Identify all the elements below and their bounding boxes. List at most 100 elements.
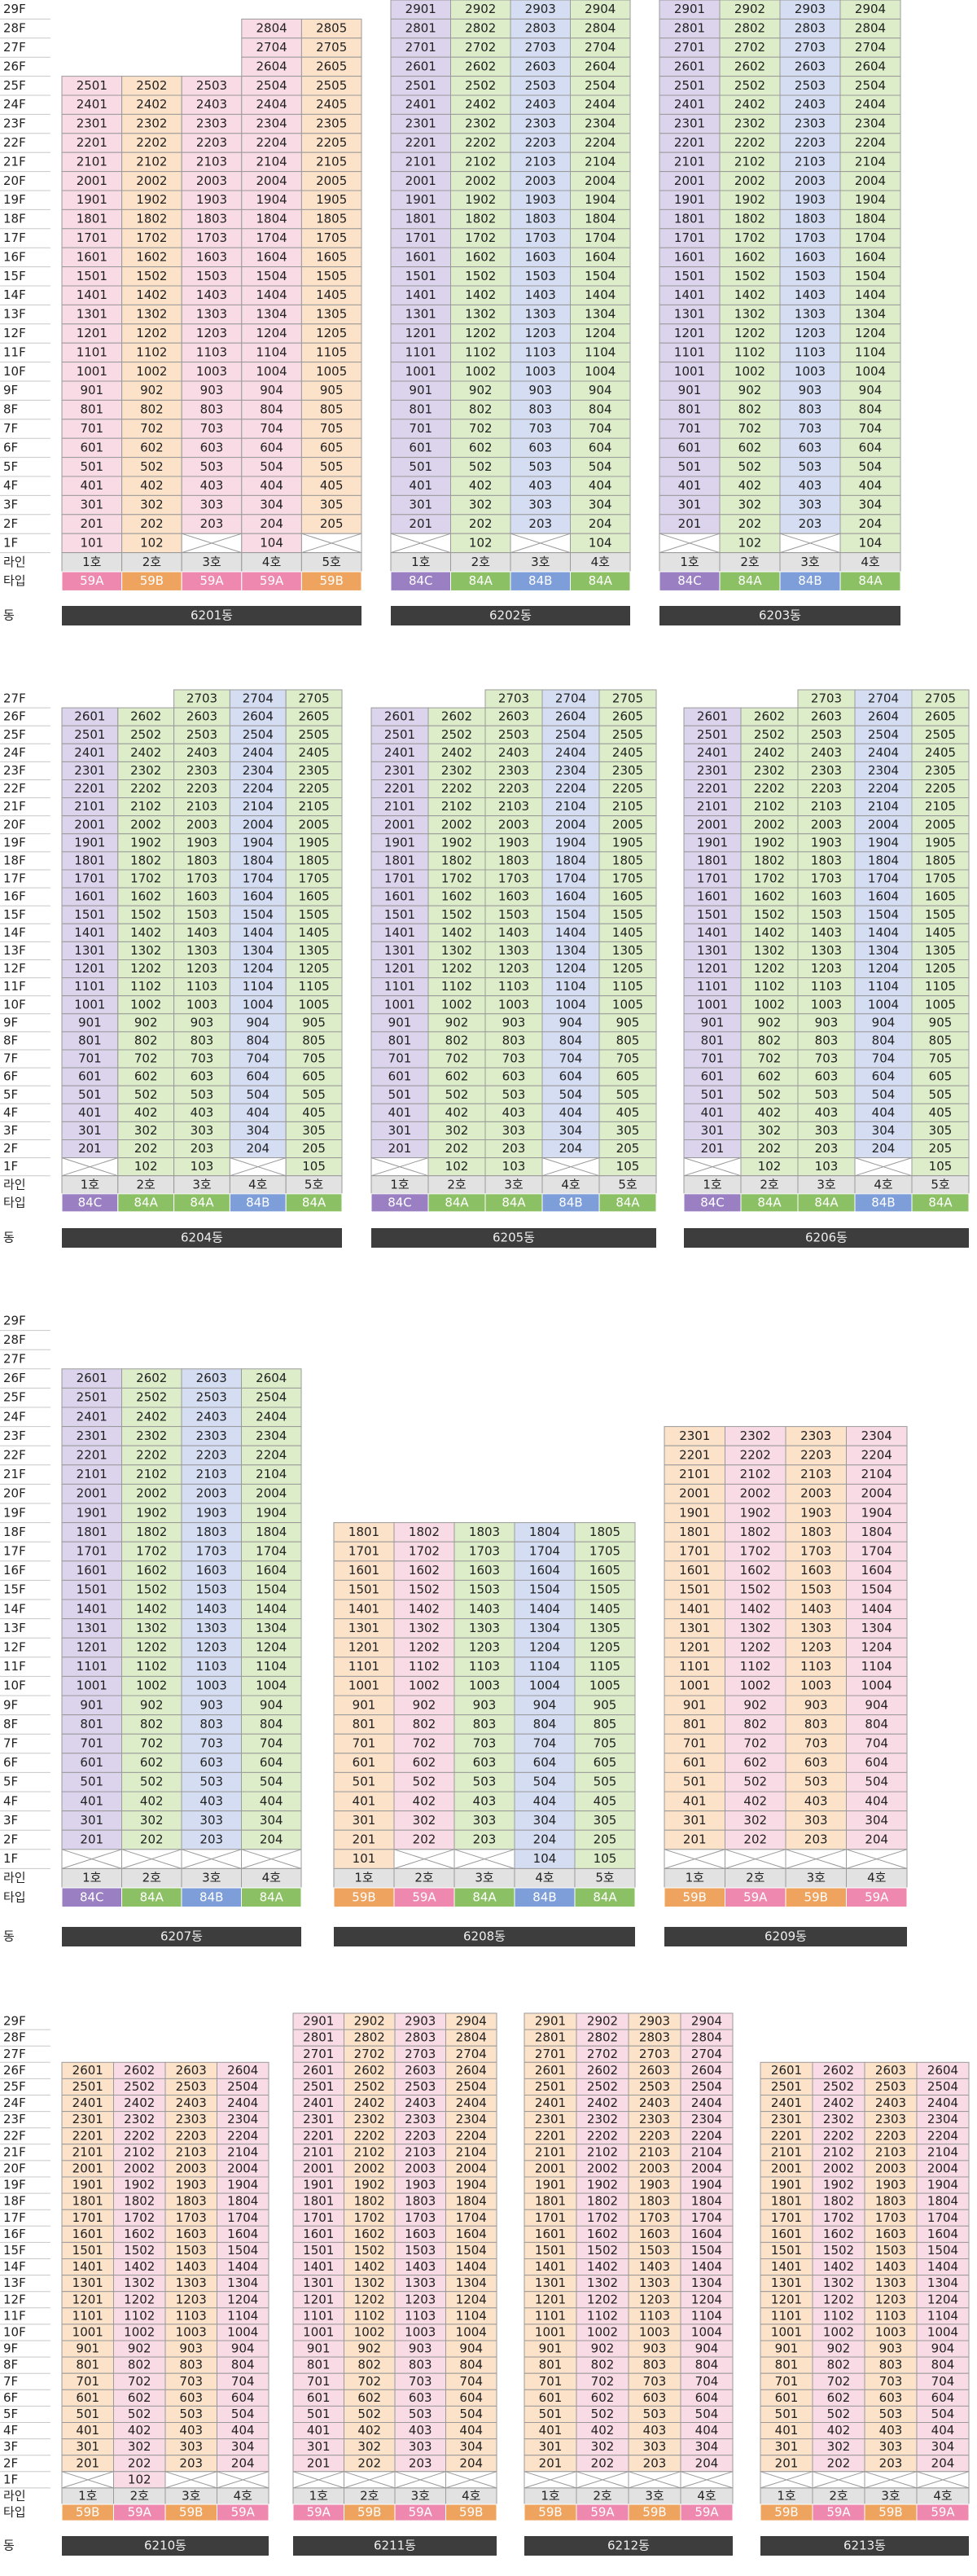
unit-number: 402	[445, 1105, 469, 1120]
unit-number: 505	[302, 1087, 326, 1102]
unit-number: 303	[643, 2439, 667, 2454]
unit-number: 1504	[256, 1582, 287, 1597]
unit-number: 2504	[243, 727, 274, 742]
unit-number: 705	[616, 1051, 640, 1066]
unit-number: 501	[388, 1087, 412, 1102]
unit-number: 1802	[587, 2194, 618, 2209]
unit-number: 2704	[456, 2047, 487, 2061]
unit-number: 504	[559, 1087, 583, 1102]
unit-number: 904	[260, 383, 283, 397]
unit-number: 203	[191, 1141, 214, 1156]
line-name: 2호	[414, 1871, 434, 1885]
unit-number: 2302	[130, 763, 161, 778]
type-name: 59B	[878, 2505, 902, 2520]
unit-number: 2502	[441, 727, 472, 742]
unit-number: 804	[246, 1033, 269, 1047]
unit-number: 2603	[186, 709, 217, 724]
unit-number: 1102	[465, 344, 496, 359]
unit-number: 1703	[196, 230, 227, 245]
unit-number: 602	[140, 440, 164, 454]
unit-number: 2305	[299, 763, 330, 778]
unit-number: 2705	[925, 691, 956, 706]
unit-number: 902	[743, 1697, 767, 1712]
unit-number: 1901	[679, 1505, 710, 1520]
unit-number: 2302	[754, 763, 785, 778]
unit-number: 902	[413, 1697, 436, 1712]
unit-number: 203	[199, 1832, 223, 1847]
unit-number: 2603	[196, 1371, 227, 1385]
unit-number: 2101	[72, 2144, 103, 2159]
type-name: 59B	[774, 2505, 798, 2520]
unit-number: 1905	[316, 192, 347, 207]
unit-number: 401	[539, 2423, 563, 2438]
building-name: 6208동	[463, 1929, 506, 1944]
unit-number: 2504	[256, 1390, 287, 1405]
unit-number: 702	[591, 2374, 615, 2389]
unit-number: 1202	[740, 1640, 771, 1655]
unit-number: 404	[533, 1793, 557, 1808]
unit-number: 2601	[77, 1371, 107, 1385]
unit-number: 2601	[384, 709, 415, 724]
unit-number: 1904	[868, 835, 899, 849]
unit-number: 1601	[348, 1563, 379, 1578]
unit-number: 2204	[927, 2128, 958, 2143]
unit-number: 401	[80, 478, 103, 493]
unit-number: 2501	[384, 727, 415, 742]
unit-number: 505	[320, 459, 344, 474]
unit-number: 1404	[555, 925, 586, 940]
unit-number: 2605	[299, 709, 330, 724]
unit-number: 1004	[585, 364, 616, 379]
type-name: 59B	[320, 573, 344, 588]
unit-number: 1602	[754, 889, 785, 904]
unit-number: 802	[591, 2358, 615, 2372]
unit-number: 1404	[927, 2259, 958, 2274]
unit-number: 604	[231, 2390, 255, 2405]
unit-number: 604	[260, 1755, 283, 1770]
unit-number: 1501	[679, 1582, 710, 1597]
unit-number: 405	[616, 1105, 640, 1120]
type-tag	[300, 571, 362, 591]
unit-number: 1602	[441, 889, 472, 904]
unit-number: 901	[78, 1015, 102, 1029]
line-name: 5호	[304, 1177, 324, 1191]
unit-number: 2802	[354, 2030, 385, 2045]
unit-number: 2504	[555, 727, 586, 742]
unit-number: 2204	[243, 781, 274, 796]
unit-number: 2101	[77, 1467, 107, 1481]
unit-number: 1501	[771, 2243, 802, 2258]
unit-number: 602	[413, 1755, 436, 1770]
unit-number: 1503	[196, 1582, 227, 1597]
unit-number: 703	[815, 1051, 839, 1066]
type-name: 84B	[559, 1195, 582, 1209]
floor-label: 19F	[3, 835, 26, 849]
line-name: 4호	[561, 1177, 581, 1191]
floor-label: 3F	[3, 498, 18, 512]
unit-number: 1503	[405, 2243, 436, 2258]
unit-number: 2901	[674, 2, 705, 16]
unit-number: 2005	[299, 817, 330, 832]
unit-number: 2403	[811, 745, 842, 760]
unit-number: 903	[473, 1697, 497, 1712]
unit-number: 202	[758, 1141, 782, 1156]
line-name: 1호	[82, 555, 102, 569]
unit-number: 703	[502, 1051, 526, 1066]
unit-number: 1802	[354, 2194, 385, 2209]
unit-number: 1201	[771, 2292, 802, 2306]
unit-number: 2403	[639, 2095, 670, 2110]
unit-number: 1405	[316, 287, 347, 302]
unit-number: 303	[879, 2439, 903, 2454]
unit-number: 2004	[243, 817, 274, 832]
unit-number: 1505	[612, 907, 643, 922]
unit-number: 1103	[405, 2308, 436, 2323]
unit-number: 1902	[465, 192, 496, 207]
unit-number: 2103	[639, 2144, 670, 2159]
line-name: 1호	[777, 2488, 796, 2503]
unit-number: 2502	[354, 2079, 385, 2094]
unit-number: 1305	[612, 943, 643, 958]
unit-number: 1001	[303, 2324, 334, 2339]
unit-number: 2502	[136, 78, 167, 93]
unit-number: 601	[683, 1755, 707, 1770]
unit-number: 2201	[77, 135, 107, 150]
floor-label: 14F	[3, 1601, 26, 1616]
unit-number: 1201	[384, 961, 415, 976]
